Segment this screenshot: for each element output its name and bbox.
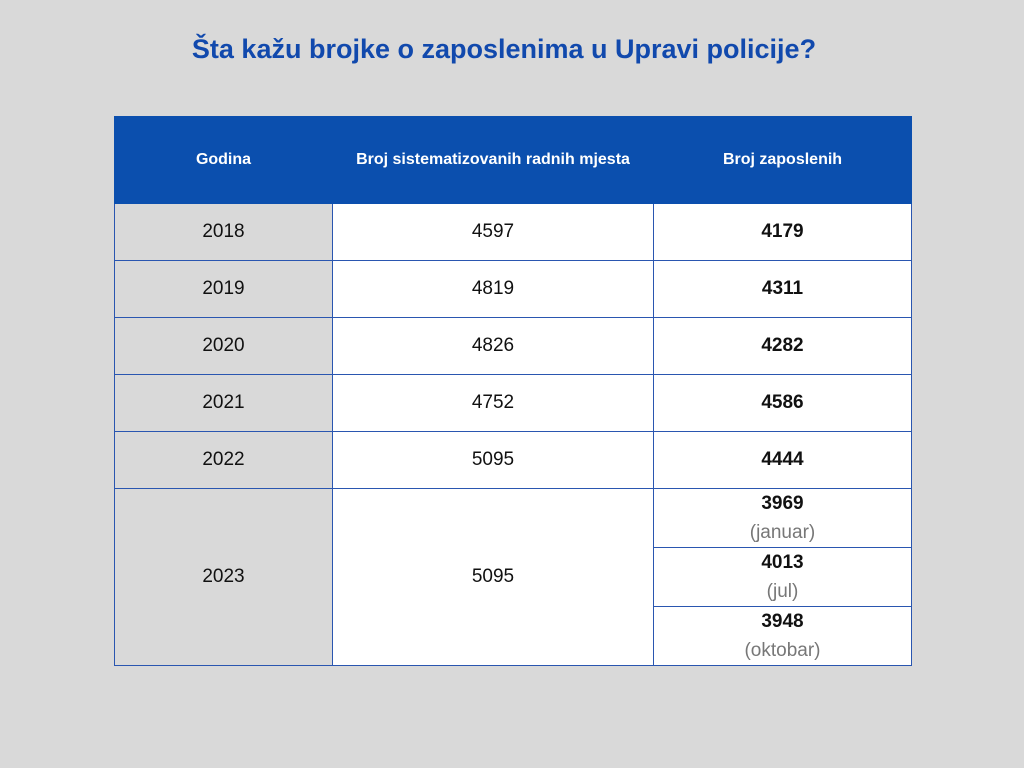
year-cell: 2021 <box>114 374 333 432</box>
systematized-cell: 5095 <box>332 488 654 666</box>
employed-cell: 4586 <box>653 374 912 432</box>
table-row-2023-oct: 3948 (oktobar) <box>115 606 912 666</box>
table-row-2023-jul: 4013 (jul) <box>115 547 912 607</box>
table-row: 2022 5095 4444 <box>114 431 912 489</box>
employed-cell: 4179 <box>653 203 912 261</box>
systematized-cell: 4752 <box>332 374 654 432</box>
month-label: (januar) <box>749 522 816 543</box>
year-cell: 2018 <box>114 203 333 261</box>
employed-value: 3948 <box>761 611 804 632</box>
table-row: 2019 4819 4311 <box>114 260 912 318</box>
column-header-systematized: Broj sistematizovanih radnih mjesta <box>332 116 654 204</box>
employed-value: 4013 <box>761 552 804 573</box>
table-row: 2018 4597 4179 <box>114 203 912 261</box>
month-label: (oktobar) <box>744 640 821 661</box>
table-header-row: Godina Broj sistematizovanih radnih mjes… <box>114 116 912 204</box>
employed-subcell-january: 3969 (januar) <box>653 488 912 548</box>
employed-subcell-october: 3948 (oktobar) <box>653 606 912 666</box>
employment-table: Godina Broj sistematizovanih radnih mjes… <box>114 116 912 666</box>
systematized-cell: 4597 <box>332 203 654 261</box>
year-cell: 2020 <box>114 317 333 375</box>
employed-cell: 4311 <box>653 260 912 318</box>
page-title: Šta kažu brojke o zaposlenima u Upravi p… <box>191 34 817 64</box>
table-row: 2020 4826 4282 <box>114 317 912 375</box>
employed-value: 3969 <box>761 493 804 514</box>
systematized-cell: 5095 <box>332 431 654 489</box>
employed-subcell-july: 4013 (jul) <box>653 547 912 607</box>
year-cell: 2023 <box>114 488 333 666</box>
column-header-year: Godina <box>114 116 333 204</box>
employed-cell: 4282 <box>653 317 912 375</box>
column-header-employed: Broj zaposlenih <box>653 116 912 204</box>
systematized-cell: 4819 <box>332 260 654 318</box>
year-cell: 2019 <box>114 260 333 318</box>
table-row-2023-jan: 2023 5095 3969 (januar) <box>114 488 912 666</box>
year-cell: 2022 <box>114 431 333 489</box>
month-label: (jul) <box>766 581 799 602</box>
systematized-cell: 4826 <box>332 317 654 375</box>
employed-cell: 4444 <box>653 431 912 489</box>
table-row: 2021 4752 4586 <box>114 374 912 432</box>
